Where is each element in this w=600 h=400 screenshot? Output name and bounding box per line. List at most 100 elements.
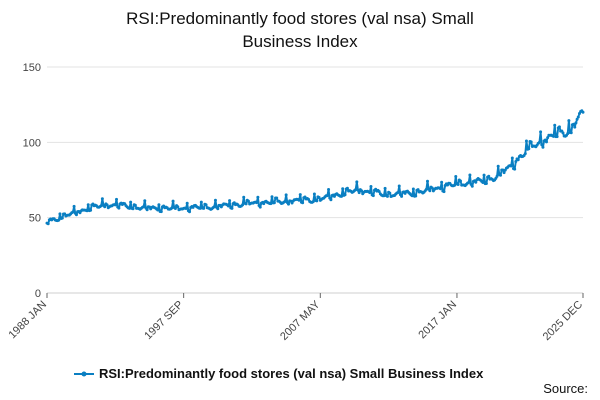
series-point-400: [516, 158, 520, 162]
series-point-424: [544, 140, 548, 144]
series-point-335: [440, 180, 444, 184]
series-point-275: [369, 184, 373, 188]
series-point-450: [575, 117, 579, 121]
series-point-119: [185, 201, 189, 205]
series-point-438: [561, 131, 565, 135]
series-point-277: [371, 194, 375, 198]
series-point-37: [89, 208, 93, 212]
y-tick-label-150: 150: [23, 62, 41, 74]
series-point-364: [474, 180, 478, 184]
series-point-323: [426, 179, 429, 183]
series-point-145: [216, 207, 220, 211]
series-point-274: [368, 191, 372, 195]
series-point-286: [382, 194, 386, 198]
x-tick-label-1: 1997 SEP: [142, 299, 186, 343]
series-point-358: [467, 181, 471, 185]
series-point-267: [360, 189, 364, 193]
series-point-359: [468, 173, 472, 177]
series-point-193: [272, 201, 276, 205]
series-point-435: [557, 125, 561, 129]
series-point-70: [127, 206, 131, 210]
series-point-155: [228, 199, 232, 203]
series-point-388: [502, 171, 506, 175]
series-point-47: [100, 197, 104, 201]
series-point-130: [198, 206, 202, 210]
series-point-231: [317, 195, 321, 199]
series-point-73: [131, 207, 135, 211]
series-point-430: [552, 134, 556, 138]
series-point-443: [567, 119, 571, 123]
series-point-10: [57, 218, 61, 222]
series-point-418: [537, 140, 541, 144]
series-point-370: [481, 180, 485, 184]
series-point-253: [343, 193, 347, 197]
series-point-425: [546, 136, 550, 140]
series-point-95: [157, 203, 161, 207]
series-point-387: [501, 168, 505, 172]
series-point-167: [242, 195, 246, 199]
series-point-13: [60, 216, 64, 220]
series-point-445: [569, 131, 573, 135]
series-point-351: [458, 179, 462, 183]
series-point-311: [411, 187, 415, 191]
series-point-135: [204, 203, 208, 207]
series-point-420: [540, 143, 544, 147]
series-point-298: [396, 191, 400, 195]
series-layer: [45, 109, 585, 226]
series-point-421: [541, 145, 545, 149]
x-tick-label-0: 1988 JAN: [6, 299, 49, 342]
y-tick-label-0: 0: [35, 288, 41, 300]
series-point-419: [539, 130, 543, 134]
series-point-291: [388, 191, 392, 195]
series-point-166: [241, 203, 245, 207]
series-point-265: [357, 191, 361, 195]
series-point-373: [484, 182, 488, 185]
series-point-433: [555, 135, 559, 139]
series-point-409: [527, 147, 531, 151]
series-point-347: [454, 174, 458, 178]
series-point-118: [184, 206, 188, 210]
series-point-334: [438, 187, 442, 191]
series-point-107: [171, 199, 175, 203]
series-point-325: [428, 189, 432, 193]
series-point-447: [572, 122, 576, 126]
series-point-215: [298, 193, 302, 197]
series-point-109: [173, 207, 177, 211]
series-point-406: [523, 152, 527, 156]
legend-marker: [81, 371, 87, 377]
x-tick-label-3: 2017 JAN: [416, 299, 459, 342]
series-point-239: [327, 187, 331, 191]
x-tick-label-4: 2025 DEC: [541, 299, 585, 343]
series-point-327: [430, 186, 434, 190]
series-point-49: [103, 205, 107, 209]
series-point-82: [142, 205, 146, 209]
series-point-264: [356, 188, 360, 192]
series-point-83: [143, 199, 147, 203]
series-point-394: [509, 164, 513, 168]
series-point-157: [230, 206, 234, 210]
series-point-227: [312, 192, 316, 196]
series-point-195: [275, 196, 279, 200]
series-point-143: [213, 198, 217, 202]
series-point-190: [269, 202, 273, 206]
series-point-451: [576, 115, 580, 119]
series-point-448: [573, 125, 577, 129]
series-point-398: [514, 159, 518, 163]
series-point-241: [329, 198, 333, 202]
series-point-322: [424, 187, 428, 191]
series-point-301: [400, 194, 404, 198]
series-point-282: [377, 189, 381, 193]
series-point-411: [529, 140, 533, 144]
series-point-455: [581, 110, 585, 114]
series-point-299: [397, 184, 401, 188]
series-point-382: [495, 174, 499, 178]
series-point-289: [385, 194, 389, 198]
series-point-94: [156, 208, 160, 212]
series-point-142: [212, 205, 216, 209]
series-point-51: [105, 203, 109, 207]
series-point-205: [286, 202, 290, 206]
y-tick-label-100: 100: [23, 137, 41, 149]
series-point-383: [496, 164, 500, 168]
